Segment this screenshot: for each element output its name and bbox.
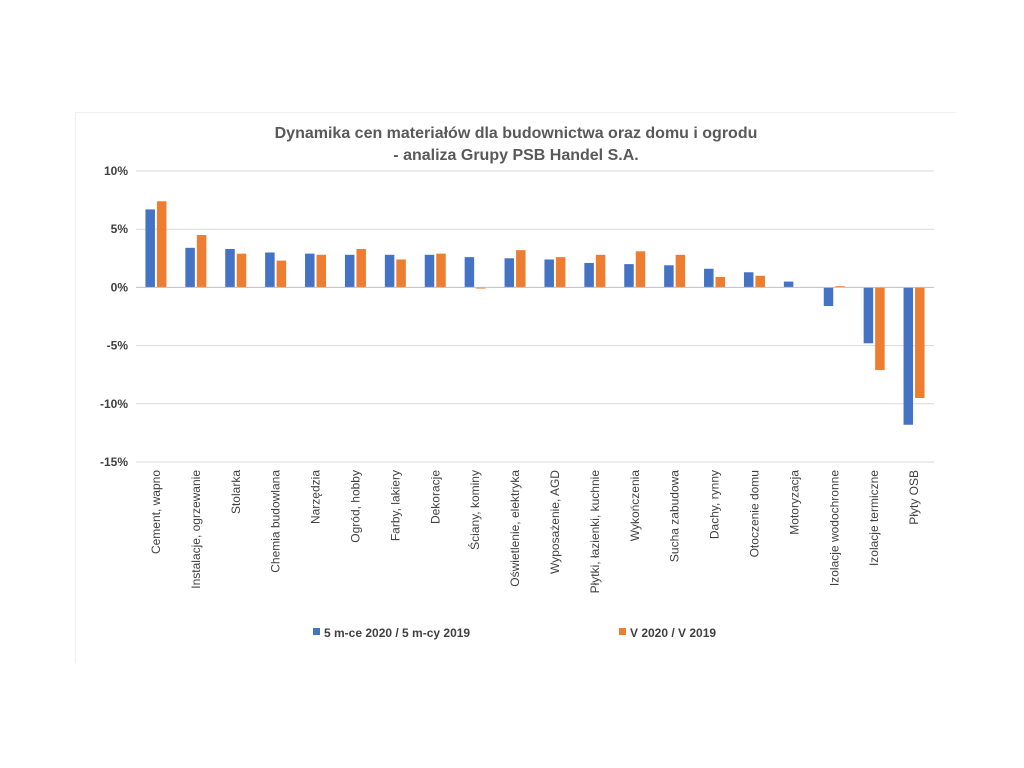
chart-card: Dynamika cen materiałów dla budownictwa … (75, 112, 956, 663)
x-category-label: Cement, wapno (149, 470, 163, 554)
x-category-label: Izolacje wodochronne (827, 470, 841, 586)
legend-label-2: V 2020 / V 2019 (630, 626, 716, 640)
chart-title-line-2: - analiza Grupy PSB Handel S.A. (393, 147, 638, 164)
x-axis-category-labels: Cement, wapno Instalacje, ogrzewanie Stola… (149, 470, 921, 594)
bar-series-1 (704, 268, 714, 288)
x-category-label: Dekoracje (428, 470, 442, 524)
x-category-label: Płyty OSB (907, 470, 921, 525)
bar-series-2 (635, 251, 646, 288)
y-tick-label: -5% (107, 339, 129, 353)
bar-series-2 (396, 259, 406, 288)
bar-chart: Dynamika cen materiałów dla budownictwa … (100, 125, 934, 640)
bar-series-1 (584, 262, 594, 288)
x-category-label: Wykończenia (628, 470, 642, 542)
bar-series-2 (236, 253, 247, 288)
bar-series-2 (675, 254, 686, 288)
legend-swatch-2 (619, 628, 626, 635)
bar-series-1 (424, 254, 435, 288)
bar-series-2 (156, 201, 167, 288)
bar-series-2 (476, 287, 486, 289)
legend-swatch-1 (313, 628, 320, 635)
bar-series-1 (185, 247, 195, 288)
bar-series-2 (276, 260, 287, 288)
bar-series-1 (823, 287, 834, 307)
x-category-label: Narzędzia (309, 470, 323, 524)
y-tick-label: -15% (100, 455, 128, 469)
y-tick-label: 0% (111, 280, 129, 294)
chart-title-line-1: Dynamika cen materiałów dla budownictwa … (275, 125, 758, 142)
bar-series-2 (755, 275, 765, 288)
bar-series-2 (436, 253, 446, 288)
x-category-label: Farby, lakiery (388, 470, 402, 541)
gridlines (136, 170, 934, 463)
bar-series-2 (875, 287, 885, 371)
bar-series-1 (783, 281, 794, 288)
x-category-label: Otoczenie domu (747, 470, 761, 557)
bar-series-2 (915, 287, 925, 398)
x-category-label: Izolacje termiczne (867, 470, 881, 566)
legend: 5 m-ce 2020 / 5 m-cy 2019 V 2020 / V 2019 (313, 626, 716, 640)
x-category-label: Ogród, hobby (348, 470, 362, 543)
bar-series-1 (145, 209, 155, 288)
x-category-label: Instalacje, ogrzewanie (189, 470, 203, 589)
y-tick-label: 10% (104, 164, 128, 178)
bar-series-1 (504, 258, 515, 288)
bar-series-1 (305, 253, 315, 288)
x-category-label: Ściany, kominy (467, 470, 482, 550)
x-category-label: Oświetlenie, elektryka (508, 470, 522, 587)
bar-series-1 (664, 265, 674, 288)
bar-series-2 (516, 250, 526, 288)
bar-series-1 (384, 254, 395, 288)
x-category-label: Sucha zabudowa (668, 470, 682, 562)
x-category-label: Dachy, rynny (708, 470, 722, 539)
x-category-label: Wyposażenie, AGD (548, 470, 562, 574)
y-axis-ticks: 10% 5% 0% -5% -10% -15% (100, 164, 128, 469)
bar-series-1 (624, 264, 634, 288)
bars (145, 201, 925, 425)
bar-series-1 (903, 287, 914, 425)
bar-series-1 (464, 257, 475, 288)
y-tick-label: -10% (100, 397, 128, 411)
x-category-label: Motoryzacja (787, 470, 801, 535)
bar-series-1 (344, 254, 355, 288)
x-category-label: Chemia budowlana (269, 470, 283, 573)
legend-label-1: 5 m-ce 2020 / 5 m-cy 2019 (324, 626, 470, 640)
bar-series-2 (196, 235, 207, 288)
x-category-label: Stolarka (229, 470, 243, 514)
bar-series-2 (835, 286, 845, 288)
bar-series-1 (863, 287, 874, 344)
bar-series-1 (743, 272, 754, 288)
bar-series-1 (265, 252, 275, 288)
bar-series-2 (715, 276, 726, 288)
bar-series-1 (544, 259, 554, 288)
chart-title: Dynamika cen materiałów dla budownictwa … (275, 125, 758, 164)
bar-series-2 (595, 254, 606, 288)
y-tick-label: 5% (111, 222, 129, 236)
bar-series-2 (356, 248, 366, 288)
bar-series-2 (316, 254, 327, 288)
bar-series-2 (555, 257, 566, 288)
x-category-label: Płytki, łazienki, kuchnie (588, 470, 602, 594)
bar-series-1 (225, 248, 235, 288)
